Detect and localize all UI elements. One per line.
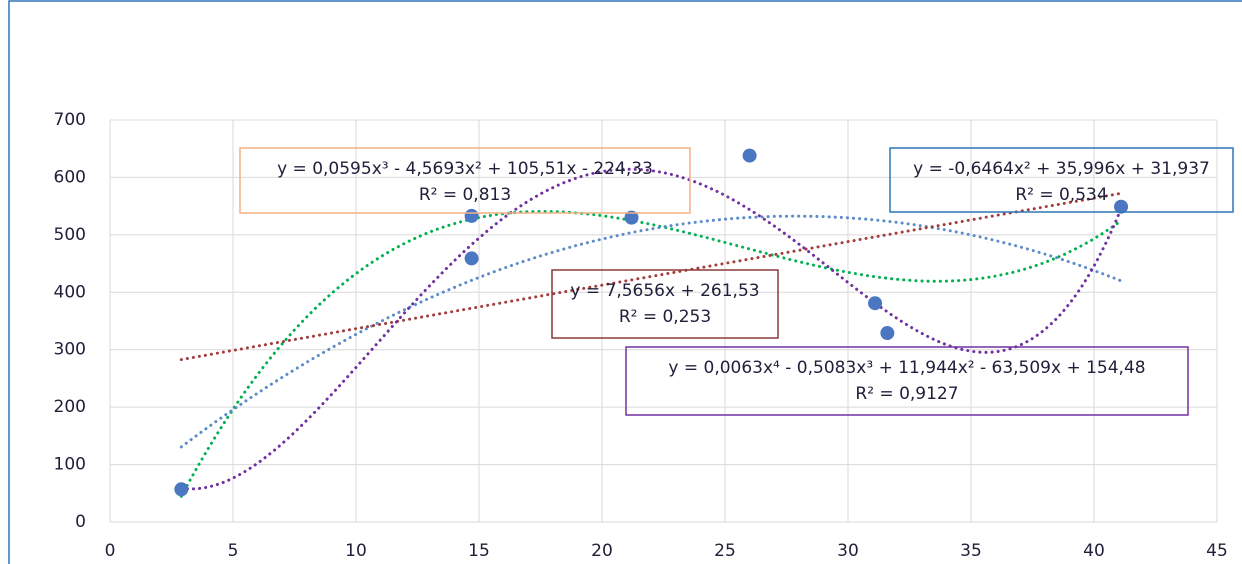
y-tick-label: 300: [54, 340, 86, 360]
data-point: [464, 251, 479, 266]
trendline-r-squared: R² = 0,253: [619, 307, 711, 327]
trendline: [179, 210, 1123, 498]
trendline-label-box: [551, 269, 779, 339]
trendline-label-box: [239, 147, 691, 214]
y-tick-label: 400: [54, 282, 86, 302]
data-point: [742, 148, 757, 163]
x-tick-label: 0: [105, 541, 116, 561]
data-point: [880, 326, 895, 341]
y-tick-label: 700: [54, 110, 86, 130]
trendline-r-squared: R² = 0,813: [419, 185, 511, 205]
data-point: [464, 208, 479, 223]
y-tick-label: 200: [54, 397, 86, 417]
trendline-label-box: [625, 346, 1189, 416]
x-tick-label: 25: [714, 541, 736, 561]
trendline-r-squared: R² = 0,9127: [855, 384, 958, 404]
y-tick-label: 600: [54, 167, 86, 187]
trendline: [179, 214, 1123, 449]
trendline-equation: y = 0,0595x³ - 4,5693x² + 105,51x - 224,…: [277, 159, 653, 179]
x-tick-label: 5: [228, 541, 239, 561]
trendline-equation: y = 7,5656x + 261,53: [570, 281, 759, 301]
data-point: [868, 296, 883, 311]
y-tick-label: 500: [54, 225, 86, 245]
data-point: [174, 482, 189, 497]
x-tick-label: 45: [1206, 541, 1228, 561]
x-tick-label: 20: [591, 541, 613, 561]
x-tick-label: 15: [468, 541, 490, 561]
x-tick-label: 40: [1083, 541, 1105, 561]
x-tick-label: 30: [837, 541, 859, 561]
trendline-equation: y = -0,6464x² + 35,996x + 31,937: [913, 159, 1210, 179]
chart-border: [8, 0, 1242, 564]
x-tick-label: 10: [345, 541, 367, 561]
x-tick-label: 35: [960, 541, 982, 561]
y-tick-label: 100: [54, 455, 86, 475]
data-point: [624, 210, 639, 225]
trendline-label-box: [889, 147, 1234, 213]
trendline-equation: y = 0,0063x⁴ - 0,5083x³ + 11,944x² - 63,…: [668, 358, 1145, 378]
data-point: [1114, 199, 1129, 214]
y-tick-label: 0: [75, 512, 86, 532]
trendline-r-squared: R² = 0,534: [1015, 185, 1107, 205]
trendline: [179, 191, 1123, 362]
